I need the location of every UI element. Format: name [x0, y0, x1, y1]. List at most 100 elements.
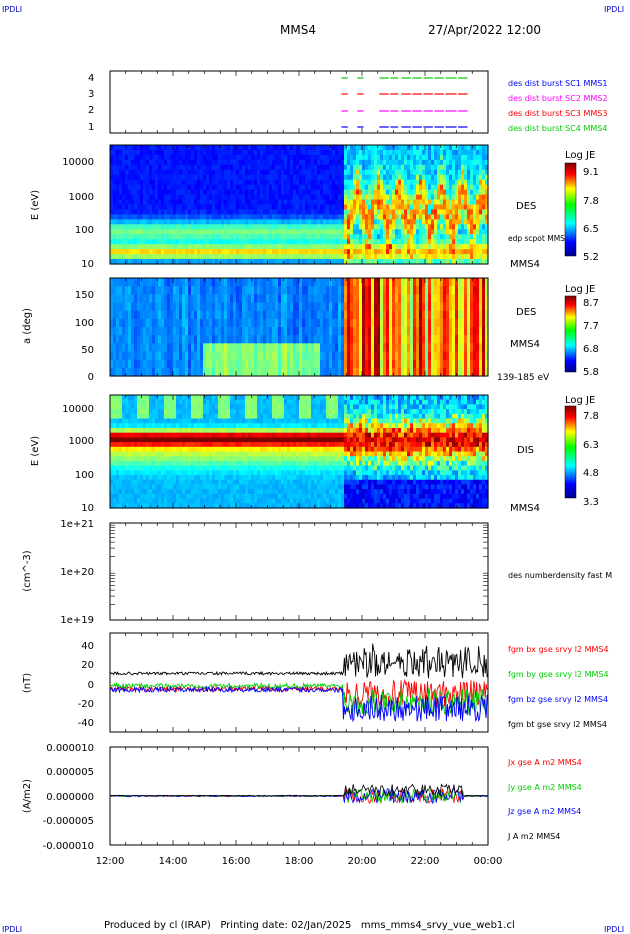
spectrogram-cell	[401, 359, 405, 369]
spectrogram-cell	[308, 327, 312, 336]
spectrogram-cell	[167, 224, 171, 230]
spectrogram-cell	[404, 214, 408, 220]
spectrogram-cell	[176, 278, 180, 287]
spectrogram-cell	[245, 204, 249, 211]
spectrogram-cell	[200, 367, 204, 377]
spectrogram-cell	[455, 169, 459, 176]
spectrogram-cell	[227, 294, 231, 304]
spectrogram-cell	[338, 194, 342, 201]
spectrogram-cell	[299, 145, 303, 151]
spectrogram-cell	[278, 294, 282, 304]
spectrogram-cell	[191, 254, 195, 260]
spectrogram-cell	[443, 214, 447, 220]
spectrogram-cell	[485, 302, 489, 312]
spectrogram-cell	[458, 278, 462, 287]
spectrogram-cell	[272, 359, 276, 369]
spectrogram-cell	[458, 204, 462, 211]
spectrogram-cell	[149, 204, 153, 211]
spectrogram-cell	[425, 244, 429, 250]
spectrogram-cell	[251, 254, 255, 260]
spectrogram-cell	[311, 244, 315, 250]
spectrogram-cell	[110, 446, 114, 453]
spectrogram-cell	[467, 249, 471, 255]
spectrogram-cell	[296, 179, 300, 186]
spectrogram-cell	[326, 286, 330, 295]
spectrogram-cell	[470, 310, 474, 320]
spectrogram-cell	[482, 145, 486, 151]
spectrogram-cell	[125, 234, 129, 240]
spectrogram-cell	[386, 199, 390, 206]
spectrogram-cell	[149, 442, 153, 448]
spectrogram-cell	[140, 204, 144, 211]
spectrogram-cell	[404, 174, 408, 181]
spectrogram-cell	[164, 278, 168, 287]
spectrogram-cell	[404, 249, 408, 255]
spectrogram-cell	[314, 310, 318, 320]
spectrogram-cell	[359, 286, 363, 295]
spectrogram-cell	[221, 174, 225, 181]
spectrogram-cell	[122, 249, 126, 255]
spectrogram-cell	[170, 286, 174, 295]
spectrogram-cell	[152, 219, 156, 225]
spectrogram-cell	[119, 310, 123, 320]
spectrogram-cell	[338, 302, 342, 312]
spectrogram-cell	[398, 224, 402, 230]
spectrogram-cell	[158, 286, 162, 295]
spectrogram-cell	[152, 204, 156, 211]
spectrogram-cell	[368, 184, 372, 191]
spectrogram-cell	[119, 367, 123, 377]
spectrogram-cell	[113, 475, 117, 481]
spectrogram-cell	[437, 359, 441, 369]
spectrogram-cell	[428, 327, 432, 336]
spectrogram-cell	[374, 239, 378, 245]
spectrogram-cell	[167, 234, 171, 240]
spectrogram-cell	[158, 169, 162, 176]
spectrogram-cell	[125, 409, 129, 415]
spectrogram-cell	[473, 367, 477, 377]
spectrogram-cell	[344, 219, 348, 225]
spectrogram-cell	[203, 164, 207, 171]
spectrogram-cell	[140, 465, 144, 471]
spectrogram-cell	[296, 214, 300, 220]
spectrogram-cell	[317, 327, 321, 336]
spectrogram-cell	[260, 204, 264, 211]
spectrogram-cell	[128, 413, 132, 420]
spectrogram-cell	[197, 184, 201, 191]
spectrogram-cell	[275, 239, 279, 245]
spectrogram-cell	[350, 244, 354, 250]
spectrogram-cell	[371, 209, 375, 216]
spectrogram-cell	[149, 286, 153, 295]
spectrogram-cell	[413, 351, 417, 361]
spectrogram-cell	[344, 149, 348, 156]
spectrogram-cell	[452, 229, 456, 235]
spectrogram-cell	[278, 234, 282, 240]
spectrogram-cell	[413, 189, 417, 196]
spectrogram-cell	[149, 399, 153, 406]
spectrogram-cell	[302, 145, 306, 151]
spectrogram-cell	[428, 159, 432, 166]
spectrogram-cell	[149, 359, 153, 369]
spectrogram-cell	[422, 239, 426, 245]
spectrogram-cell	[116, 359, 120, 369]
spectrogram-cell	[227, 310, 231, 320]
spectrogram-cell	[119, 343, 123, 353]
spectrogram-cell	[167, 194, 171, 201]
spectrogram-cell	[149, 343, 153, 353]
spectrogram-cell	[209, 359, 213, 369]
spectrogram-cell	[398, 154, 402, 161]
spectrogram-cell	[446, 169, 450, 176]
spectrogram-cell	[350, 154, 354, 161]
spectrogram-cell	[446, 239, 450, 245]
spectrogram-cell	[158, 327, 162, 336]
spectrogram-cell	[131, 310, 135, 320]
spectrogram-cell	[419, 149, 423, 156]
spectrogram-cell	[236, 179, 240, 186]
spectrogram-cell	[119, 259, 123, 265]
spectrogram-cell	[293, 154, 297, 161]
spectrogram-cell	[332, 310, 336, 320]
spectrogram-cell	[464, 302, 468, 312]
spectrogram-cell	[113, 442, 117, 448]
spectrogram-cell	[350, 219, 354, 225]
spectrogram-cell	[119, 437, 123, 443]
spectrogram-cell	[455, 294, 459, 304]
